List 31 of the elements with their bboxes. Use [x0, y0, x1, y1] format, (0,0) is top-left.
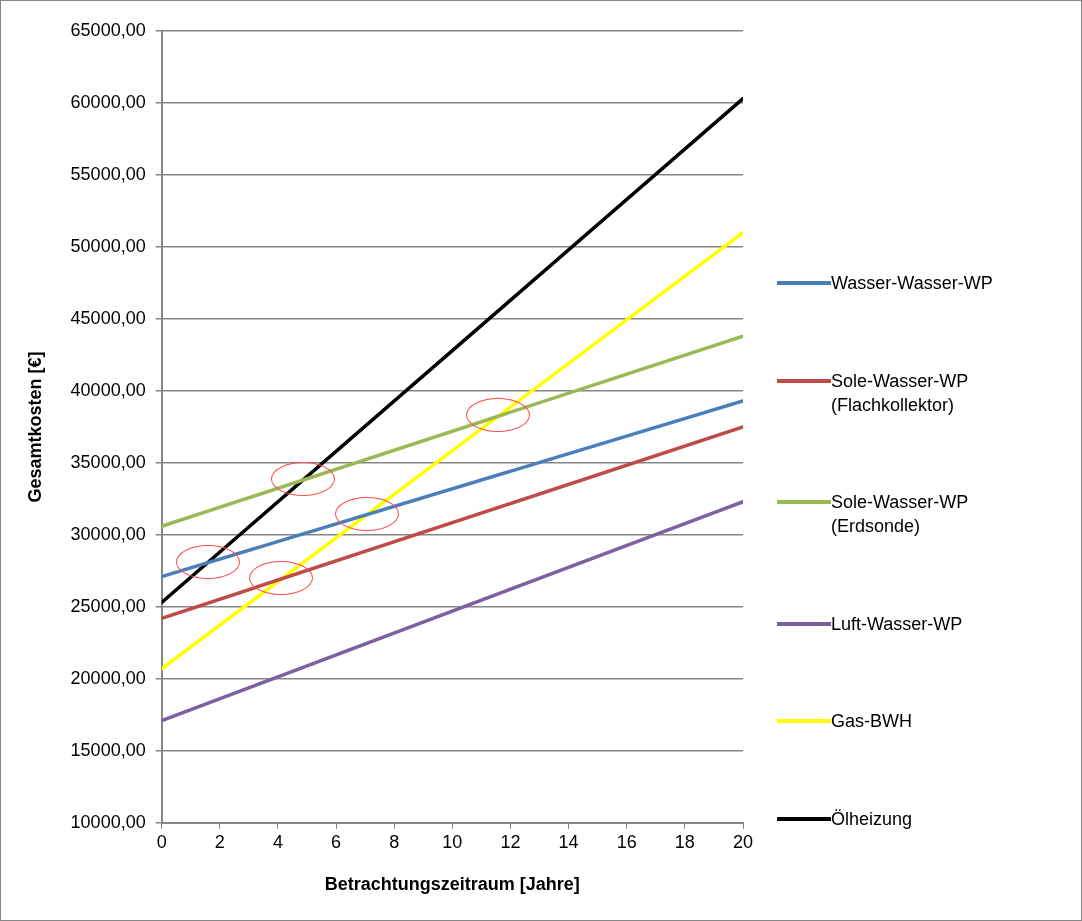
x-tick-label: 8 [389, 831, 400, 852]
y-tick-label: 15000,00 [70, 739, 146, 760]
legend-label: Luft-Wasser-WP [831, 612, 964, 636]
x-tick-label: 14 [558, 831, 579, 852]
y-tick-label: 55000,00 [70, 163, 146, 184]
legend-label: Ölheizung [831, 807, 914, 831]
x-tick-label: 12 [500, 831, 521, 852]
legend-label: Gas-BWH [831, 710, 913, 734]
legend-label: Sole-Wasser-WP (Erdsonde) [831, 491, 970, 539]
y-tick-label: 20000,00 [70, 667, 146, 688]
legend-label: Wasser-Wasser-WP [831, 272, 994, 295]
x-tick-label: 16 [616, 831, 637, 852]
x-tick-label: 0 [156, 831, 167, 852]
y-tick-label: 65000,00 [70, 19, 146, 40]
x-axis-title: Betrachtungszeitraum [Jahre] [324, 874, 580, 895]
y-tick-label: 30000,00 [70, 523, 146, 544]
x-tick-label: 20 [732, 831, 754, 852]
y-tick-label: 60000,00 [70, 91, 146, 112]
x-tick-label: 4 [272, 831, 283, 852]
x-tick-label: 2 [214, 831, 225, 852]
y-tick-label: 45000,00 [70, 307, 146, 328]
y-tick-label: 50000,00 [70, 235, 146, 256]
x-tick-label: 18 [674, 831, 695, 852]
x-tick-label: 10 [442, 831, 463, 852]
y-tick-label: 10000,00 [70, 811, 146, 832]
y-tick-label: 35000,00 [70, 451, 146, 472]
legend-label: Sole-Wasser-WP (Flachkollektor) [831, 369, 970, 417]
y-tick-label: 40000,00 [70, 379, 146, 400]
y-tick-label: 25000,00 [70, 595, 146, 616]
x-tick-label: 6 [331, 831, 342, 852]
y-axis-title: Gesamtkosten [€] [24, 351, 45, 503]
